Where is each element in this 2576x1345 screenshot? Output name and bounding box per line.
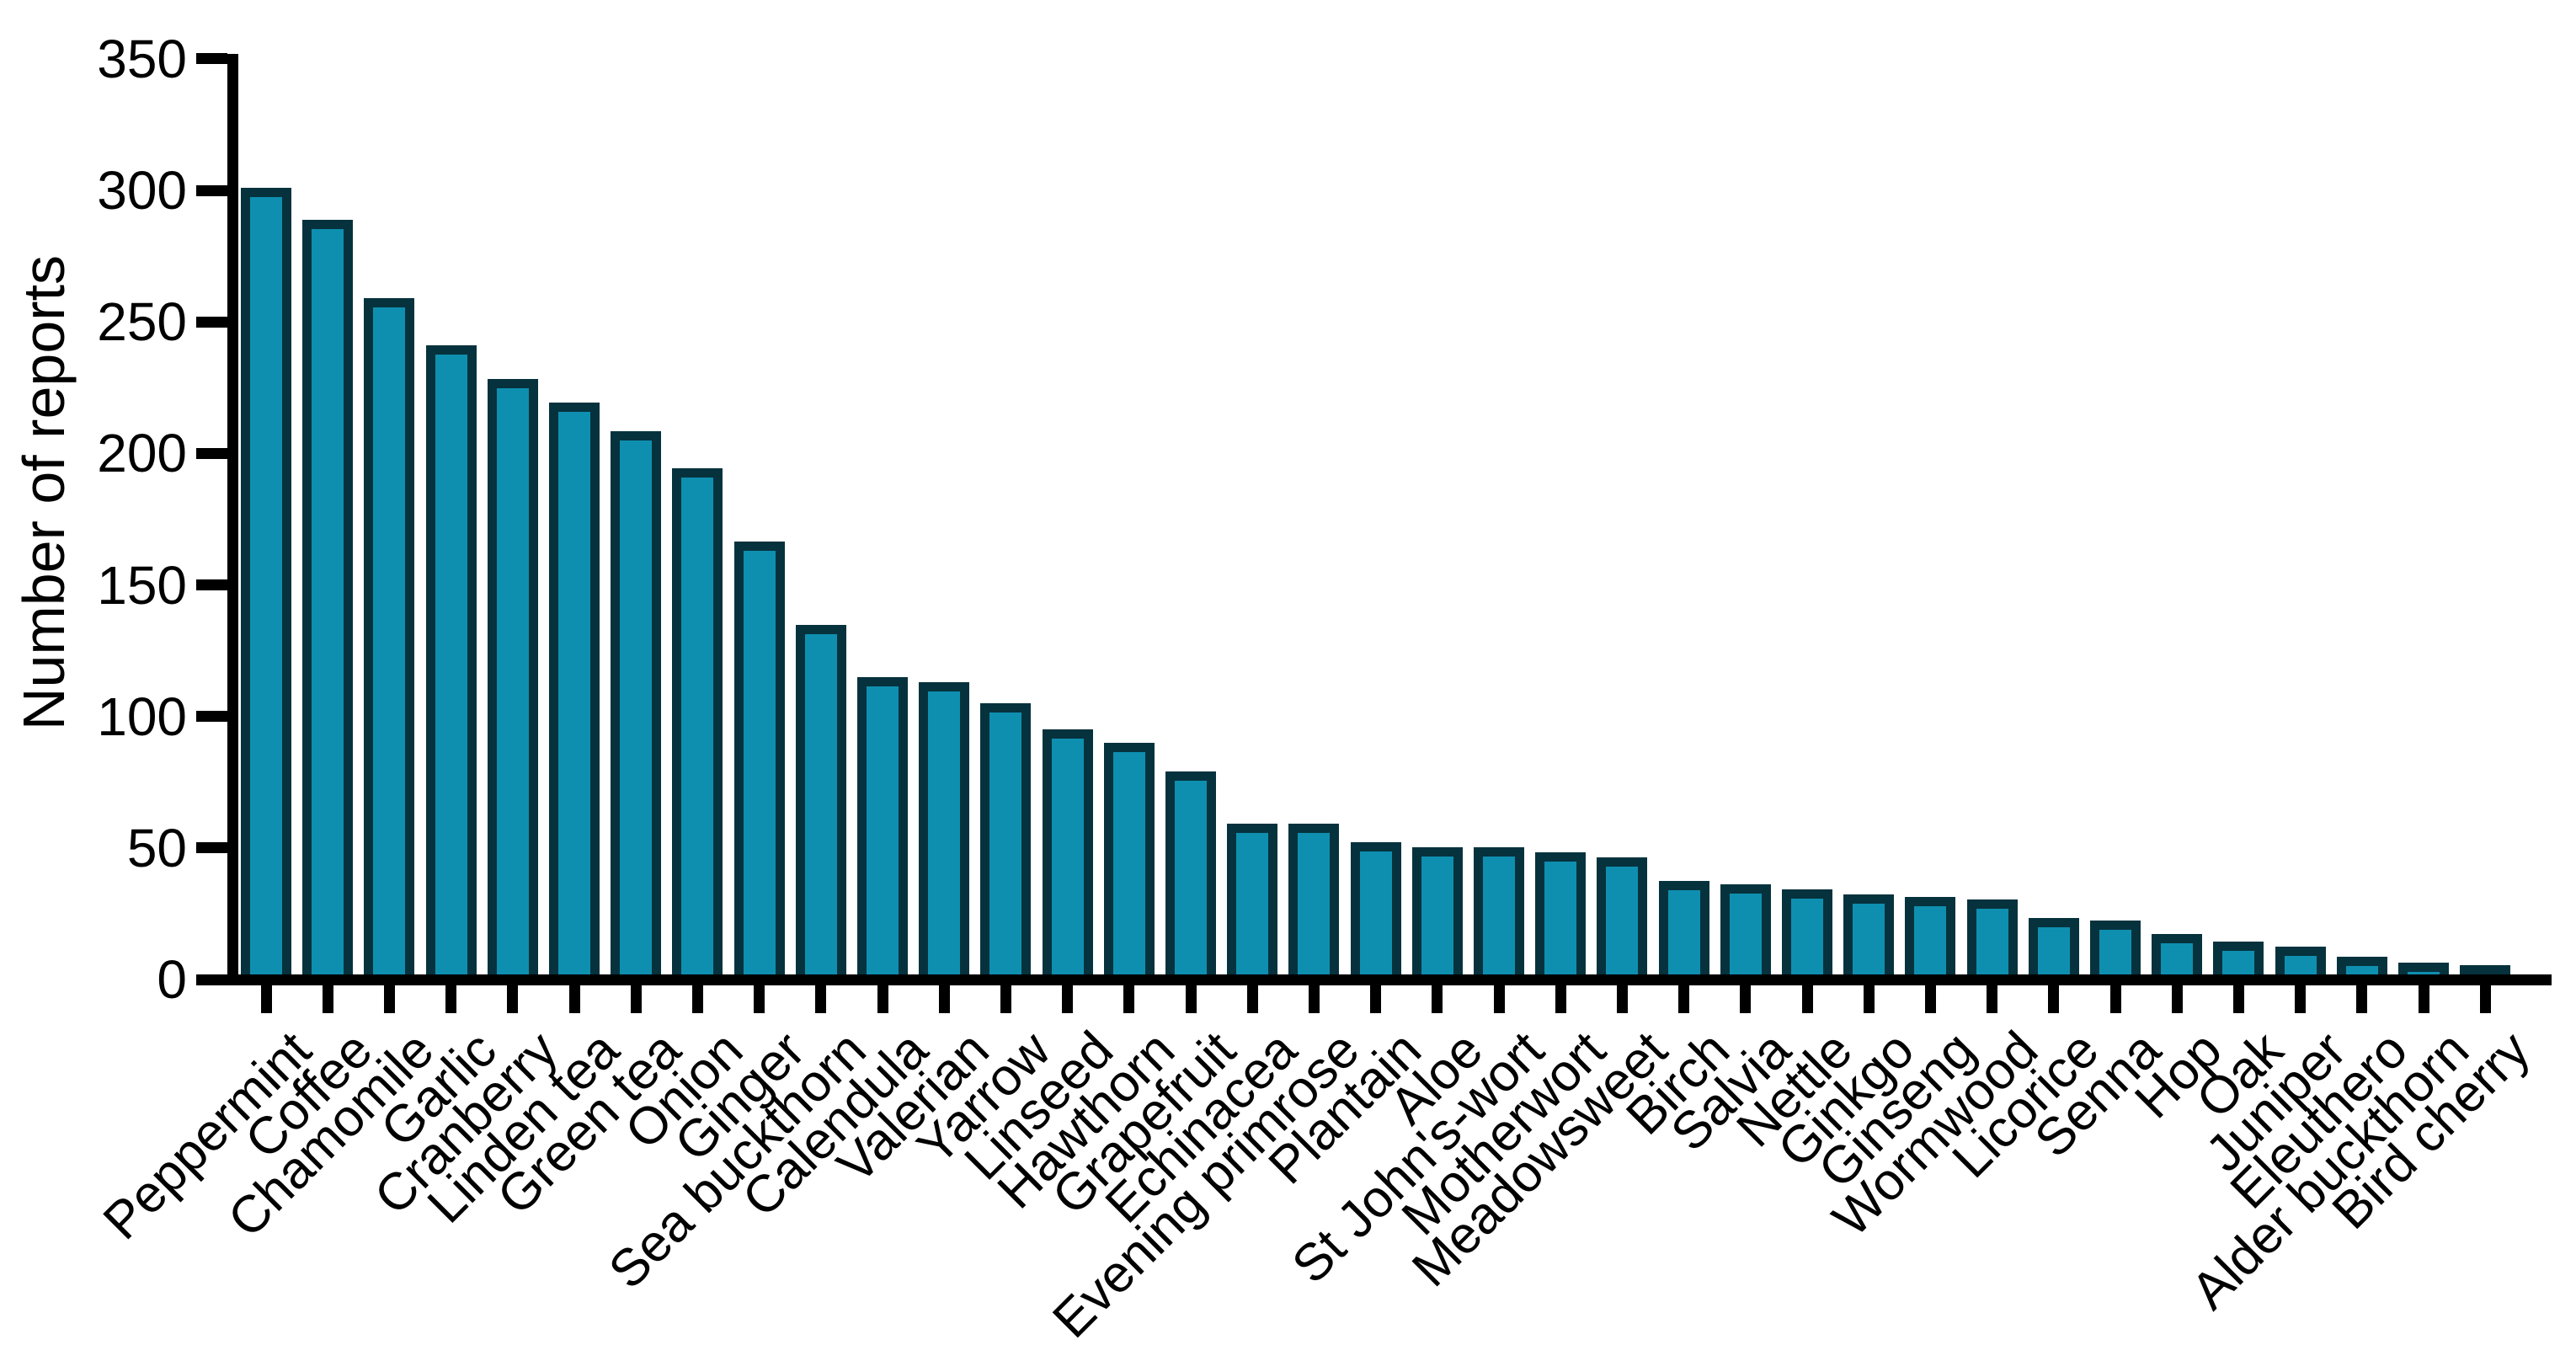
bar-cranberry <box>488 379 538 984</box>
x-tick-wormwood <box>1987 985 1997 1013</box>
bar-garlic <box>426 345 477 984</box>
bar-st-john-s-wort <box>1474 847 1524 984</box>
bar-valerian <box>919 682 969 984</box>
x-tick-sea-buckthorn <box>815 985 826 1013</box>
y-tick-label-150: 150 <box>97 555 187 616</box>
bar-calendula <box>857 677 908 984</box>
y-tick-150 <box>196 579 227 590</box>
bar-evening-primrose <box>1288 824 1339 984</box>
x-tick-valerian <box>939 985 950 1013</box>
bar-chamomile <box>364 298 414 984</box>
x-tick-ginkgo <box>1864 985 1875 1013</box>
y-axis-line <box>227 54 238 985</box>
y-tick-label-0: 0 <box>157 949 187 1010</box>
x-tick-aloe <box>1432 985 1443 1013</box>
x-tick-calendula <box>877 985 888 1013</box>
bar-salvia <box>1720 884 1771 984</box>
bar-linden-tea <box>549 403 600 984</box>
x-tick-cranberry <box>507 985 518 1013</box>
x-tick-ginseng <box>1925 985 1936 1013</box>
x-tick-ginger <box>754 985 765 1013</box>
x-tick-juniper <box>2295 985 2306 1013</box>
x-tick-oak <box>2233 985 2244 1013</box>
y-tick-label-250: 250 <box>97 291 187 352</box>
y-tick-300 <box>196 185 227 196</box>
bar-aloe <box>1412 847 1463 984</box>
x-tick-plantain <box>1370 985 1381 1013</box>
bar-echinacea <box>1227 824 1277 984</box>
bar-onion <box>672 468 723 984</box>
x-tick-linden-tea <box>569 985 580 1013</box>
x-tick-grapefruit <box>1186 985 1197 1013</box>
bar-yarrow <box>980 703 1031 984</box>
x-tick-motherwort <box>1555 985 1566 1013</box>
bar-motherwort <box>1535 852 1586 984</box>
bar-hawthorn <box>1104 743 1155 984</box>
x-tick-garlic <box>445 985 456 1013</box>
x-tick-evening-primrose <box>1309 985 1320 1013</box>
bar-senna <box>2090 921 2141 984</box>
x-tick-licorice <box>2048 985 2059 1013</box>
bar-birch <box>1659 881 1709 984</box>
y-tick-100 <box>196 711 227 722</box>
x-tick-coffee <box>323 985 333 1013</box>
x-tick-salvia <box>1740 985 1751 1013</box>
bar-wormwood <box>1967 899 2018 984</box>
bar-plantain <box>1351 842 1401 984</box>
y-tick-label-300: 300 <box>97 160 187 221</box>
x-tick-hawthorn <box>1123 985 1134 1013</box>
bar-sea-buckthorn <box>796 625 846 984</box>
bar-ginkgo <box>1843 894 1894 984</box>
bar-peppermint <box>241 188 291 984</box>
x-tick-senna <box>2110 985 2121 1013</box>
bar-nettle <box>1782 889 1832 984</box>
y-tick-350 <box>196 53 227 64</box>
x-axis-line <box>227 974 2552 985</box>
x-tick-bird-cherry <box>2480 985 2491 1013</box>
x-tick-chamomile <box>384 985 395 1013</box>
x-tick-green-tea <box>631 985 642 1013</box>
y-tick-label-350: 350 <box>97 29 187 89</box>
x-tick-nettle <box>1802 985 1813 1013</box>
bar-linseed <box>1043 729 1093 984</box>
y-tick-label-50: 50 <box>126 818 187 878</box>
x-tick-birch <box>1678 985 1689 1013</box>
x-tick-echinacea <box>1247 985 1258 1013</box>
y-tick-0 <box>196 974 227 985</box>
x-tick-alder-buckthorn <box>2419 985 2429 1013</box>
bar-green-tea <box>611 431 661 984</box>
x-tick-hop <box>2172 985 2183 1013</box>
y-tick-50 <box>196 842 227 853</box>
y-tick-label-200: 200 <box>97 423 187 483</box>
y-tick-250 <box>196 317 227 328</box>
bar-ginseng <box>1905 897 1955 984</box>
bar-ginger <box>734 542 785 984</box>
bar-grapefruit <box>1165 771 1216 984</box>
bar-meadowsweet <box>1597 857 1647 984</box>
x-tick-peppermint <box>261 985 272 1013</box>
x-tick-st-john-s-wort <box>1494 985 1505 1013</box>
bar-coffee <box>302 220 353 984</box>
x-tick-linseed <box>1062 985 1073 1013</box>
y-tick-200 <box>196 448 227 459</box>
x-tick-yarrow <box>1000 985 1011 1013</box>
y-tick-label-100: 100 <box>97 686 187 747</box>
x-tick-meadowsweet <box>1617 985 1628 1013</box>
x-tick-onion <box>692 985 703 1013</box>
x-tick-eleuthero <box>2356 985 2367 1013</box>
